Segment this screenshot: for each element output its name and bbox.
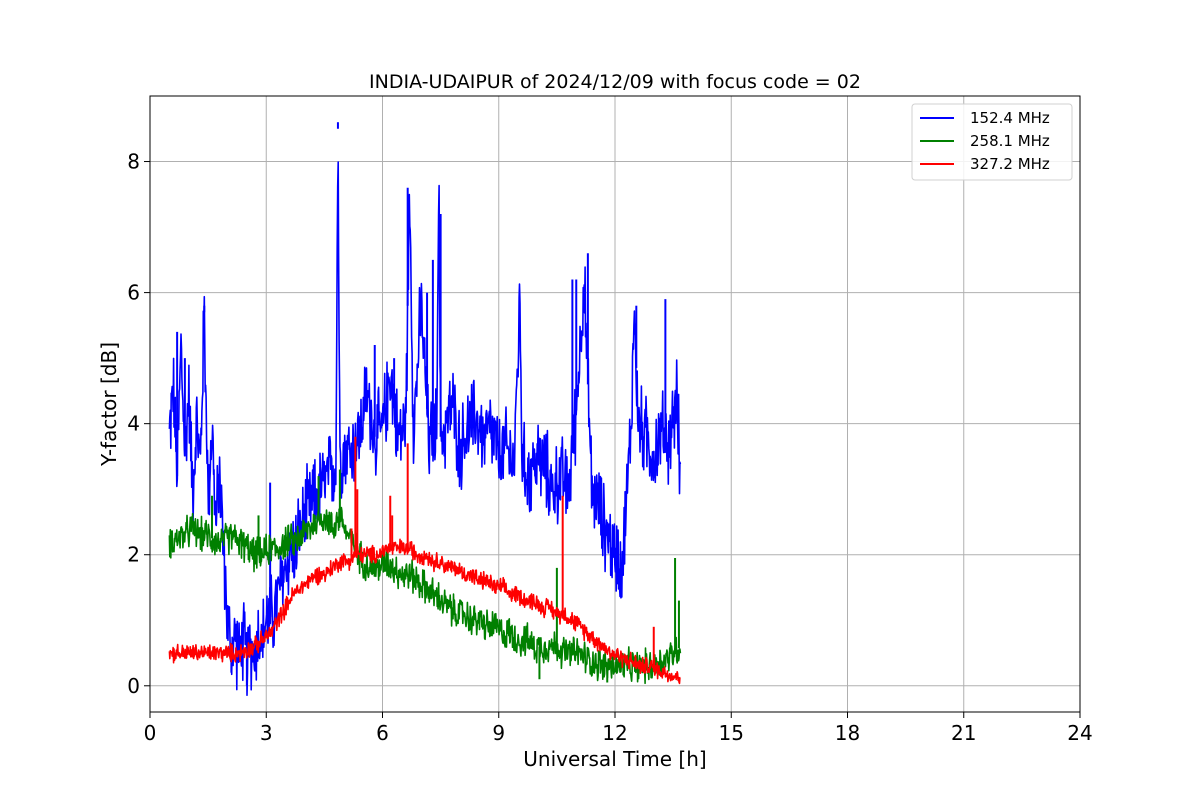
x-tick-label: 3: [260, 721, 273, 745]
series-327-2-mhz: [168, 436, 681, 685]
x-tick-label: 24: [1067, 721, 1092, 745]
x-tick-label: 9: [492, 721, 505, 745]
series-152-4-mhz: [168, 122, 682, 696]
series-line: [168, 506, 682, 685]
x-tick-label: 0: [144, 721, 157, 745]
series-line: [168, 161, 682, 696]
legend-box: [911, 103, 1073, 181]
series-258-1-mhz: [168, 469, 682, 685]
y-axis-label: Y-factor [dB]: [97, 342, 121, 467]
y-tick-label: 6: [127, 281, 140, 305]
series-line: [168, 538, 681, 685]
x-tick-label: 6: [376, 721, 389, 745]
series-layer: [168, 122, 682, 696]
y-tick-label: 0: [127, 674, 140, 698]
y-tick-label: 2: [127, 543, 140, 567]
x-tick-label: 15: [719, 721, 744, 745]
chart-title: INDIA-UDAIPUR of 2024/12/09 with focus c…: [369, 71, 861, 93]
x-axis-label: Universal Time [h]: [523, 747, 706, 771]
x-tick-label: 18: [835, 721, 860, 745]
y-tick-label: 4: [127, 412, 140, 436]
legend-label: 327.2 MHz: [970, 155, 1050, 173]
x-tick-label: 12: [602, 721, 627, 745]
y-tick-label: 8: [127, 150, 140, 174]
x-tick-label: 21: [951, 721, 976, 745]
legend-label: 258.1 MHz: [970, 132, 1050, 150]
legend-label: 152.4 MHz: [970, 109, 1050, 127]
legend: 152.4 MHz 258.1 MHz 327.2 MHz: [911, 103, 1073, 181]
